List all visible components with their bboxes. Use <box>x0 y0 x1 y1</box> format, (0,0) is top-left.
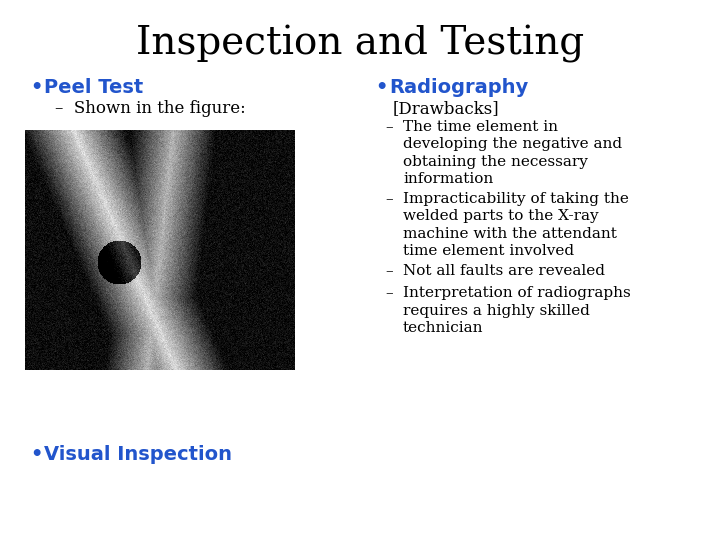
Text: •: • <box>375 78 387 97</box>
Text: –: – <box>385 287 392 300</box>
Text: Not all faults are revealed: Not all faults are revealed <box>403 264 605 278</box>
Text: •: • <box>30 445 42 464</box>
Text: –: – <box>385 264 392 278</box>
Text: The time element in
developing the negative and
obtaining the necessary
informat: The time element in developing the negat… <box>403 120 622 186</box>
Text: [Drawbacks]: [Drawbacks] <box>393 100 500 117</box>
Text: Visual Inspection: Visual Inspection <box>44 445 232 464</box>
Text: –: – <box>385 120 392 134</box>
Text: Inspection and Testing: Inspection and Testing <box>136 25 584 63</box>
Text: –: – <box>385 192 392 206</box>
Text: Interpretation of radiographs
requires a highly skilled
technician: Interpretation of radiographs requires a… <box>403 287 631 335</box>
Text: Impracticability of taking the
welded parts to the X-ray
machine with the attend: Impracticability of taking the welded pa… <box>403 192 629 258</box>
Text: •: • <box>30 78 42 97</box>
Text: Radiography: Radiography <box>389 78 528 97</box>
Text: Peel Test: Peel Test <box>44 78 143 97</box>
Text: –  Shown in the figure:: – Shown in the figure: <box>55 100 246 117</box>
